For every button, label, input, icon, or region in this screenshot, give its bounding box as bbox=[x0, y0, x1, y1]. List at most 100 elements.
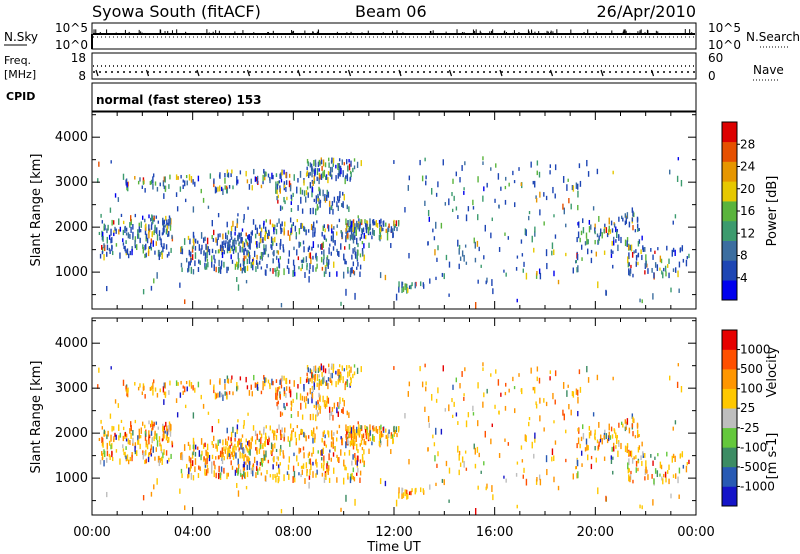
power-echo bbox=[243, 242, 246, 248]
velocity-echo bbox=[604, 429, 606, 434]
velocity-echo bbox=[248, 390, 251, 396]
power-echo bbox=[211, 248, 214, 254]
velocity-echo bbox=[130, 432, 132, 439]
velocity-echo bbox=[283, 434, 285, 442]
velocity-echo bbox=[521, 459, 524, 463]
velocity-echo bbox=[161, 438, 164, 442]
power-echo bbox=[204, 256, 207, 262]
power-echo bbox=[271, 240, 274, 247]
power-echo bbox=[280, 178, 283, 183]
power-echo bbox=[106, 251, 108, 257]
velocity-echo bbox=[313, 437, 316, 443]
power-echo bbox=[408, 175, 411, 181]
power-echo bbox=[243, 214, 245, 220]
velocity-echo bbox=[134, 442, 137, 449]
power-echo bbox=[353, 231, 355, 239]
power-echo bbox=[344, 246, 346, 250]
power-echo bbox=[206, 245, 208, 253]
power-echo bbox=[322, 159, 325, 167]
power-echo bbox=[299, 187, 302, 195]
colorbar-tick-label: 500 bbox=[740, 362, 763, 376]
velocity-echo bbox=[328, 465, 330, 471]
power-echo bbox=[406, 283, 408, 289]
power-echo bbox=[311, 187, 314, 193]
power-echo bbox=[261, 257, 264, 261]
velocity-echo bbox=[459, 462, 462, 467]
velocity-echo bbox=[612, 470, 614, 475]
power-echo bbox=[318, 159, 321, 165]
power-echo bbox=[283, 228, 285, 236]
power-echo bbox=[162, 220, 164, 226]
power-echo bbox=[622, 217, 624, 222]
power-echo bbox=[236, 261, 238, 267]
power-echo bbox=[379, 222, 381, 228]
power-echo bbox=[671, 249, 673, 257]
power-echo bbox=[244, 266, 246, 273]
velocity-echo bbox=[347, 426, 349, 433]
velocity-echo bbox=[565, 458, 567, 463]
power-echo bbox=[251, 259, 254, 263]
power-echo bbox=[270, 244, 272, 249]
power-echo bbox=[277, 250, 280, 255]
velocity-echo bbox=[106, 442, 108, 450]
power-echo bbox=[234, 231, 236, 236]
power-echo bbox=[350, 230, 353, 238]
velocity-echo bbox=[206, 457, 208, 465]
velocity-echo bbox=[372, 434, 374, 441]
power-echo bbox=[144, 253, 146, 259]
power-echo bbox=[253, 250, 256, 258]
velocity-echo bbox=[577, 471, 579, 479]
velocity-frame bbox=[91, 317, 697, 516]
power-echo bbox=[142, 289, 145, 295]
power-echo bbox=[246, 179, 249, 184]
power-echo bbox=[305, 172, 308, 177]
power-echo bbox=[192, 269, 195, 275]
power-echo bbox=[307, 229, 310, 233]
velocity-echo bbox=[387, 431, 390, 439]
power-echo bbox=[146, 237, 149, 244]
power-echo bbox=[562, 203, 564, 210]
power-echo bbox=[597, 238, 600, 244]
power-echo bbox=[296, 219, 299, 223]
velocity-echo bbox=[239, 451, 241, 459]
power-echo bbox=[545, 249, 548, 257]
velocity-echo bbox=[354, 457, 356, 462]
power-echo bbox=[565, 252, 567, 257]
power-echo bbox=[478, 246, 480, 252]
power-echo bbox=[229, 238, 231, 243]
power-echo bbox=[333, 226, 335, 230]
power-echo bbox=[401, 286, 403, 294]
power-echo bbox=[314, 159, 317, 166]
power-echo bbox=[286, 196, 288, 201]
power-echo bbox=[131, 248, 133, 256]
power-echo bbox=[262, 180, 264, 185]
velocity-echo bbox=[352, 475, 355, 480]
velocity-echo bbox=[349, 433, 351, 439]
velocity-echo bbox=[304, 478, 306, 484]
velocity-echo bbox=[102, 442, 104, 448]
power-echo bbox=[256, 178, 259, 184]
velocity-echo bbox=[252, 470, 254, 477]
power-echo bbox=[500, 186, 502, 191]
velocity-echo bbox=[390, 435, 392, 439]
power-echo bbox=[160, 243, 163, 248]
power-echo bbox=[641, 235, 643, 241]
power-echo bbox=[565, 223, 567, 228]
power-echo bbox=[138, 226, 141, 233]
power-echo bbox=[228, 185, 231, 189]
velocity-echo bbox=[276, 456, 278, 460]
velocity-echo bbox=[301, 429, 304, 435]
power-echo bbox=[367, 226, 370, 234]
power-echo bbox=[165, 215, 167, 221]
power-echo bbox=[626, 240, 628, 248]
velocity-echo bbox=[605, 433, 608, 440]
power-echo bbox=[330, 235, 333, 242]
power-echo bbox=[458, 248, 460, 255]
velocity-echo bbox=[308, 378, 310, 385]
power-echo bbox=[335, 164, 337, 169]
velocity-echo bbox=[323, 375, 326, 383]
power-echo bbox=[359, 253, 362, 258]
power-echo bbox=[302, 257, 305, 263]
velocity-echo bbox=[628, 474, 630, 482]
